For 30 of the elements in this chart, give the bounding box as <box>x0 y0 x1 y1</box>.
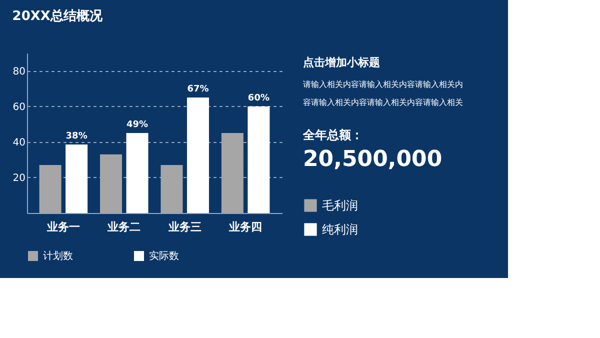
bar <box>160 165 183 213</box>
annotation: 38% <box>66 132 88 142</box>
text: 毛利润 <box>322 198 358 212</box>
x-tick-label: 业务一 <box>46 220 80 234</box>
annotation: 67% <box>187 84 209 94</box>
text: 20,500,000 <box>303 147 442 172</box>
text: 点击增加小标题 <box>303 56 380 69</box>
x-tick-label: 业务三 <box>167 220 202 234</box>
text: 全年总额： <box>302 128 363 142</box>
y-tick-label: 20 <box>12 172 26 184</box>
y-tick-label: 60 <box>12 102 26 113</box>
bar <box>248 106 270 213</box>
bar <box>100 154 122 213</box>
legend-label: 实际数 <box>149 250 179 262</box>
text: 纯利润 <box>322 222 358 236</box>
y-tick-label: 80 <box>12 66 26 78</box>
x-tick-label: 业务四 <box>228 220 262 234</box>
text: 容请输入相关内容请输入相关内容请输入相关 <box>303 98 463 107</box>
y-tick-label: 40 <box>12 137 26 148</box>
bar <box>66 144 88 213</box>
bar <box>186 97 209 213</box>
bar <box>126 133 148 213</box>
bar <box>39 165 62 213</box>
bar <box>221 133 244 213</box>
text: 请输入相关内容请输入相关内容请输入相关内 <box>303 80 463 89</box>
chart-title: 20XX总结概况 <box>12 8 104 24</box>
annotation: 60% <box>248 93 270 104</box>
legend-label: 计划数 <box>43 250 73 262</box>
annotation: 49% <box>126 120 148 130</box>
x-tick-label: 业务二 <box>106 220 141 234</box>
